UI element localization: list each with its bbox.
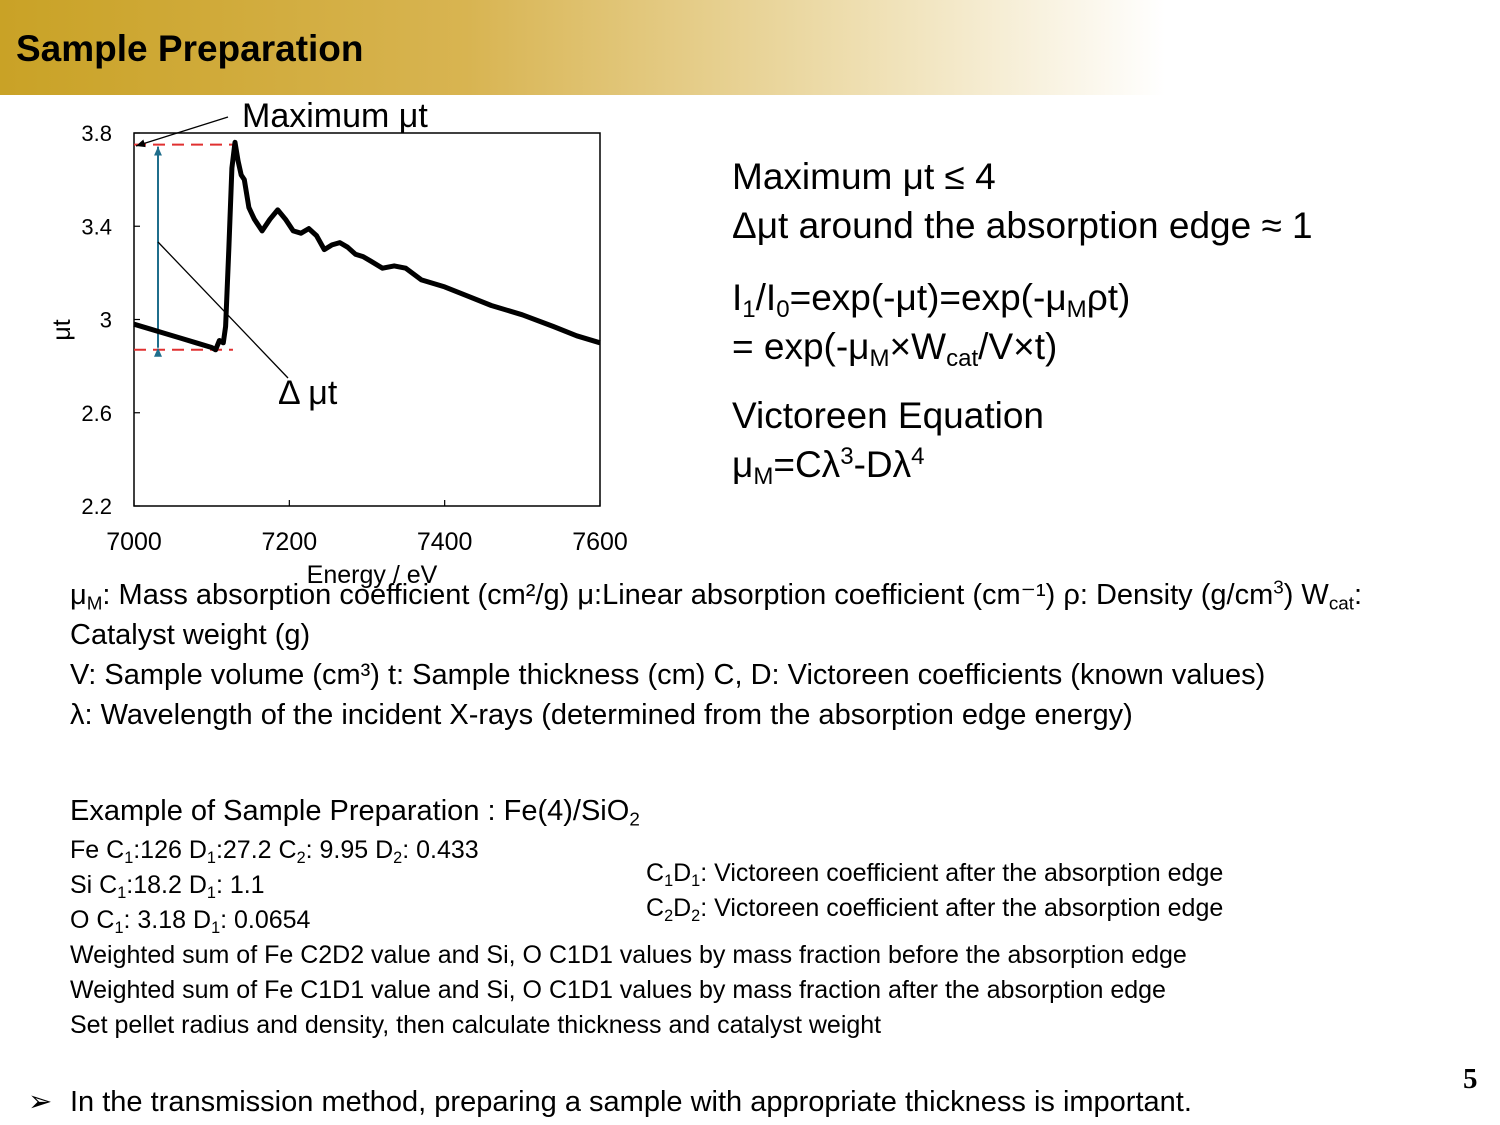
- equation-1: I1/I0=exp(-μt)=exp(-μMρt): [732, 277, 1131, 324]
- definition-line-2: V: Sample volume (cm³) t: Sample thickne…: [70, 659, 1266, 691]
- x-tick-label: 7200: [262, 528, 318, 556]
- weighted-sum-after: Weighted sum of Fe C1D1 value and Si, O …: [70, 976, 1166, 1004]
- example-fe: Fe C1:126 D1:27.2 C2: 9.95 D2: 0.433: [70, 836, 479, 867]
- x-tick-label: 7000: [106, 528, 162, 556]
- x-tick-label: 7400: [417, 528, 473, 556]
- arrow-bullet-icon: ➢: [28, 1086, 53, 1118]
- mu-t-chart: 3.8 3.4 3 2.6 2.2 7000 7200 7400 7600 Energy / …: [48, 97, 628, 589]
- x-axis-label: Energy / eV: [307, 561, 438, 589]
- victoreen-title: Victoreen Equation: [732, 395, 1044, 436]
- page-title: Sample Preparation: [16, 28, 364, 69]
- pellet-setting: Set pellet radius and density, then calc…: [70, 1011, 882, 1039]
- bullet-point: ➢ In the transmission method, preparing a…: [28, 1084, 1192, 1119]
- y-tick-label: 3.8: [81, 121, 112, 146]
- y-tick-label: 3: [100, 308, 112, 333]
- bullet-text: In the transmission method, preparing a …: [70, 1086, 1192, 1118]
- max-pointer: [135, 116, 229, 148]
- weighted-sum-before: Weighted sum of Fe C2D2 value and Si, O …: [70, 941, 1187, 969]
- example-o: O C1: 3.18 D1: 0.0654: [70, 906, 311, 937]
- victoreen-equation: μM=Cλ3-Dλ4: [732, 442, 925, 491]
- example-si: Si C1:18.2 D1: 1.1: [70, 871, 265, 902]
- definition-line-1: μM: Mass absorption coefficient (cm²/g) …: [70, 576, 1363, 651]
- delta-pointer: [157, 241, 289, 379]
- x-tick-label: 7600: [572, 528, 628, 556]
- series-line: [133, 139, 601, 353]
- example-title: Example of Sample Preparation : Fe(4)/Si…: [70, 795, 640, 830]
- y-tick-label: 2.6: [81, 401, 112, 426]
- page-number: 5: [1463, 1063, 1478, 1095]
- y-tick-label: 3.4: [81, 214, 112, 239]
- definition-line-3: λ: Wavelength of the incident X-rays (de…: [70, 699, 1133, 731]
- delta-mu-t-condition: Δμt around the absorption edge ≈ 1: [732, 205, 1313, 246]
- max-annotation: Maximum μt: [242, 97, 428, 135]
- title-bar: [0, 0, 1165, 95]
- definitions: μM: Mass absorption coefficient (cm²/g) …: [70, 575, 1400, 735]
- max-mu-t-condition: Maximum μt ≤ 4: [732, 156, 996, 197]
- equation-2: = exp(-μM×Wcat/V×t): [732, 326, 1058, 373]
- note-c2d2: C2D2: Victoreen coefficient after the ab…: [646, 894, 1224, 925]
- note-c1d1: C1D1: Victoreen coefficient after the ab…: [646, 859, 1224, 890]
- y-axis-label: μt: [48, 319, 76, 340]
- y-tick-label: 2.2: [81, 494, 112, 519]
- delta-annotation: Δ μt: [278, 374, 338, 412]
